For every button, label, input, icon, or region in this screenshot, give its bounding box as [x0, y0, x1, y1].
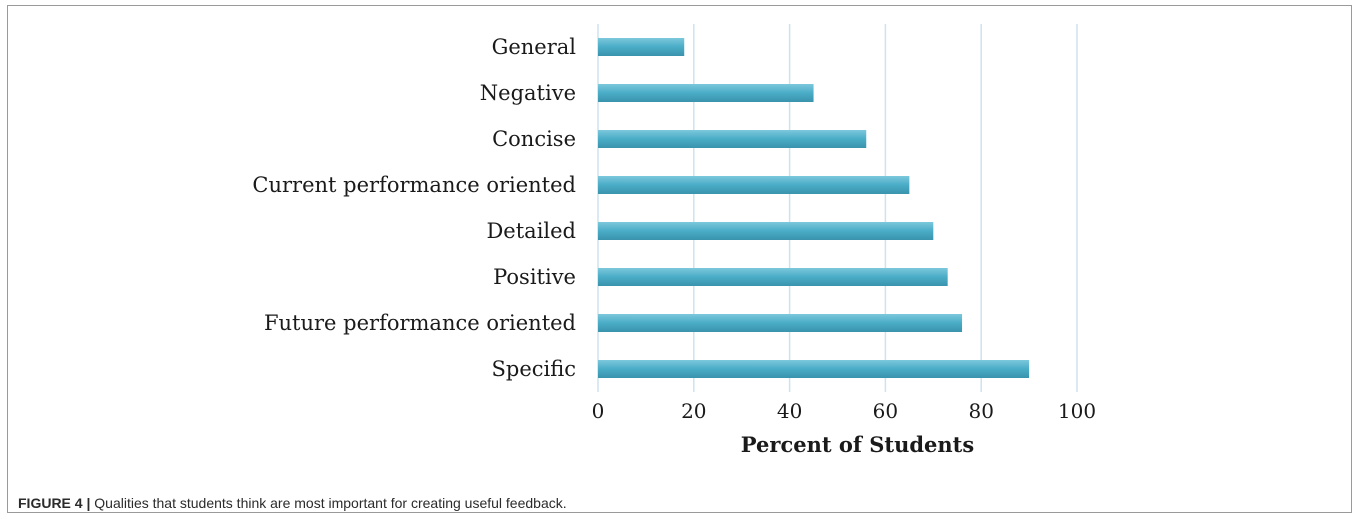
category-label: Specific	[491, 357, 576, 381]
x-tick-label: 0	[592, 399, 605, 423]
bar-positive	[598, 268, 948, 286]
bars	[598, 38, 1030, 378]
category-label: Detailed	[486, 219, 576, 243]
category-label: Concise	[492, 127, 576, 151]
category-label: Future performance oriented	[264, 311, 576, 335]
bar-general	[598, 38, 685, 56]
figure-caption: FIGURE 4 | Qualities that students think…	[18, 495, 567, 511]
x-tick-label: 100	[1058, 399, 1096, 423]
bar-specific	[598, 360, 1030, 378]
category-label: Negative	[480, 81, 576, 105]
x-axis-title: Percent of Students	[741, 432, 974, 457]
x-tick-label: 80	[968, 399, 993, 423]
category-label: Current performance oriented	[252, 173, 576, 197]
bar-chart: General Negative Concise Current performanc…	[252, 24, 1096, 457]
bar-current-performance-oriented	[598, 176, 910, 194]
bar-future-performance-oriented	[598, 314, 963, 332]
category-label: Positive	[493, 265, 576, 289]
x-tick-label: 60	[873, 399, 898, 423]
figure-label: FIGURE 4 |	[18, 495, 91, 511]
category-label: General	[492, 35, 577, 59]
caption-text: Qualities that students think are most i…	[94, 495, 567, 511]
category-labels: General Negative Concise Current performanc…	[252, 35, 576, 381]
x-tick-label: 20	[681, 399, 706, 423]
x-tick-label: 40	[777, 399, 802, 423]
figure-frame: General Negative Concise Current performanc…	[7, 5, 1352, 513]
bar-negative	[598, 84, 814, 102]
gridlines	[597, 24, 1078, 392]
bar-concise	[598, 130, 867, 148]
bar-detailed	[598, 222, 934, 240]
x-tick-labels: 0 20 40 60 80 100	[592, 399, 1096, 423]
